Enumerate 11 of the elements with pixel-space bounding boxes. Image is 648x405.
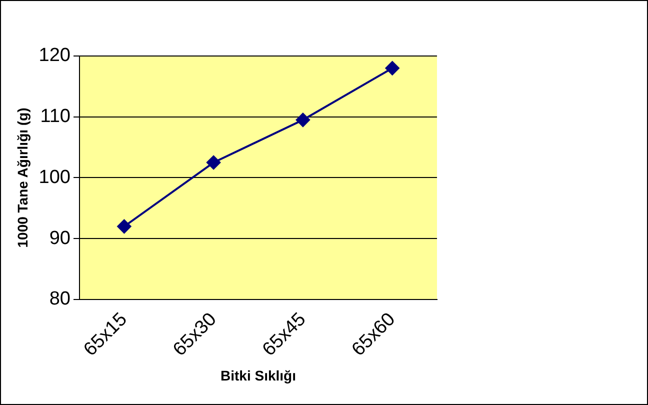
y-tick-label: 120 [38, 45, 70, 66]
point [296, 112, 310, 127]
x-axis-title: Bitki Sıklığı [220, 367, 296, 384]
y-axis-title: 1000 Tane Ağırlığı (g) [14, 108, 30, 248]
point [117, 219, 132, 234]
y-tick-label: 90 [49, 228, 70, 249]
point [206, 156, 221, 170]
y-tick-label: 110 [40, 106, 70, 128]
y-tick-label: 80 [49, 288, 70, 310]
y-tick-label: 100 [38, 166, 70, 188]
point [385, 61, 400, 76]
